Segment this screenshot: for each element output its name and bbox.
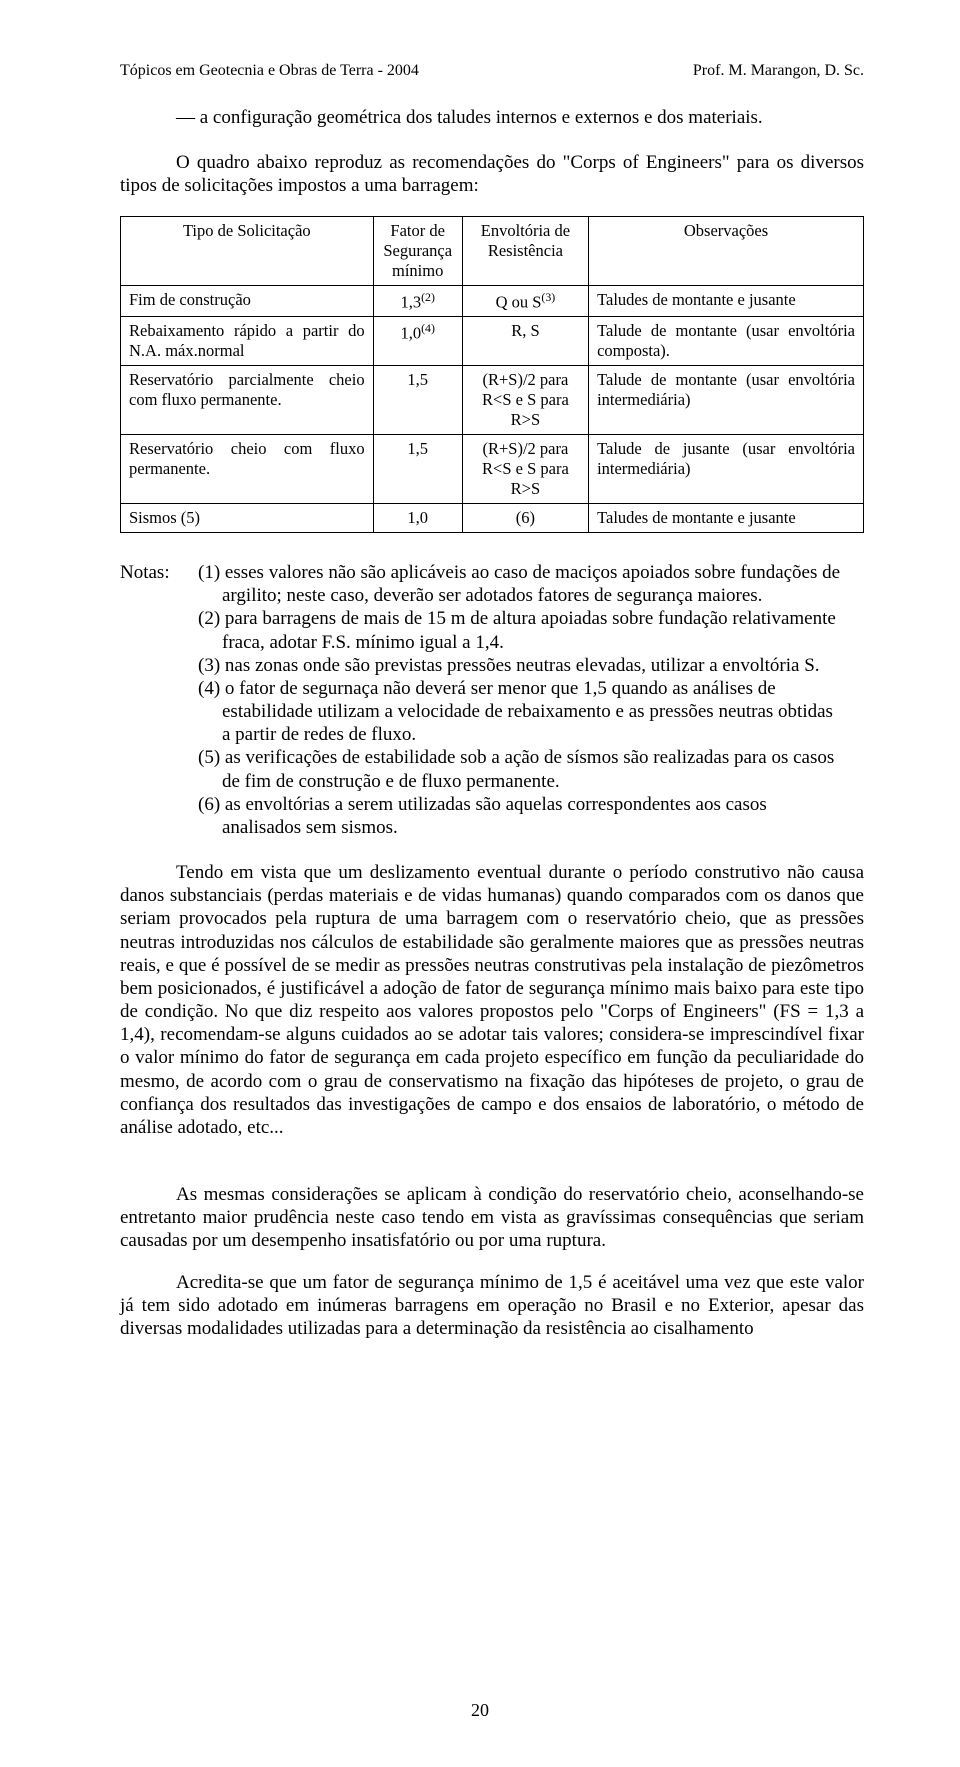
cell: Reservatório cheio com fluxo permanente. (121, 435, 374, 504)
column-header: Envoltória de Resistência (462, 216, 588, 285)
cell: 1,5 (373, 366, 462, 435)
preamble-paragraph: O quadro abaixo reproduz as recomendaçõe… (120, 151, 864, 197)
cell: Rebaixamento rápido a partir do N.A. máx… (121, 317, 374, 366)
cell: 1,0(4) (373, 317, 462, 366)
table-row: Sismos (5) 1,0 (6) Taludes de montante e… (121, 504, 864, 533)
value: Q ou S (496, 292, 542, 311)
cell: 1,0 (373, 504, 462, 533)
body-paragraph: Tendo em vista que um deslizamento event… (120, 861, 864, 1139)
page-number: 20 (0, 1700, 960, 1721)
superscript: (4) (421, 321, 435, 335)
header-left: Tópicos em Geotecnia e Obras de Terra - … (120, 62, 419, 80)
note-line: (4) o fator de segurnaça não deverá ser … (198, 677, 864, 700)
body-paragraph: Acredita-se que um fator de segurança mí… (120, 1271, 864, 1341)
cell: 1,5 (373, 435, 462, 504)
note-line: (3) nas zonas onde são previstas pressõe… (198, 654, 864, 677)
cell: (6) (462, 504, 588, 533)
table-header-row: Tipo de Solicitação Fator de Segurança m… (121, 216, 864, 285)
note-line: analisados sem sismos. (198, 816, 864, 839)
column-header: Fator de Segurança mínimo (373, 216, 462, 285)
cell: Talude de montante (usar envoltória inte… (589, 366, 864, 435)
notes-body: (1) esses valores não são aplicáveis ao … (198, 561, 864, 839)
cell: Talude de jusante (usar envoltória inter… (589, 435, 864, 504)
cell: (R+S)/2 para R<S e S para R>S (462, 366, 588, 435)
superscript: (3) (541, 290, 555, 304)
cell: R, S (462, 317, 588, 366)
cell: Sismos (5) (121, 504, 374, 533)
recommendations-table: Tipo de Solicitação Fator de Segurança m… (120, 216, 864, 534)
cell: Taludes de montante e jusante (589, 285, 864, 317)
note-line: a partir de redes de fluxo. (198, 723, 864, 746)
body-paragraph: As mesmas considerações se aplicam à con… (120, 1183, 864, 1253)
superscript: (2) (421, 290, 435, 304)
cell: Reservatório parcialmente cheio com flux… (121, 366, 374, 435)
intro-line: — a configuração geométrica dos taludes … (120, 106, 864, 129)
cell: 1,3(2) (373, 285, 462, 317)
note-line: (5) as verificações de estabilidade sob … (198, 746, 864, 769)
cell: (R+S)/2 para R<S e S para R>S (462, 435, 588, 504)
column-header: Tipo de Solicitação (121, 216, 374, 285)
note-line: argilito; neste caso, deverão ser adotad… (198, 584, 864, 607)
cell: Fim de construção (121, 285, 374, 317)
cell: Q ou S(3) (462, 285, 588, 317)
note-line: estabilidade utilizam a velocidade de re… (198, 700, 864, 723)
note-line: (6) as envoltórias a serem utilizadas sã… (198, 793, 864, 816)
table-row: Rebaixamento rápido a partir do N.A. máx… (121, 317, 864, 366)
notes-label: Notas: (120, 561, 198, 839)
note-line: (2) para barragens de mais de 15 m de al… (198, 607, 864, 630)
cell: Talude de montante (usar envoltória comp… (589, 317, 864, 366)
table-row: Fim de construção 1,3(2) Q ou S(3) Talud… (121, 285, 864, 317)
note-line: fraca, adotar F.S. mínimo igual a 1,4. (198, 631, 864, 654)
notes-block: Notas: (1) esses valores não são aplicáv… (120, 561, 864, 839)
header-right: Prof. M. Marangon, D. Sc. (693, 62, 864, 80)
running-header: Tópicos em Geotecnia e Obras de Terra - … (120, 62, 864, 80)
column-header: Observações (589, 216, 864, 285)
note-line: (1) esses valores não são aplicáveis ao … (198, 561, 864, 584)
table-row: Reservatório cheio com fluxo permanente.… (121, 435, 864, 504)
table-row: Reservatório parcialmente cheio com flux… (121, 366, 864, 435)
cell: Taludes de montante e jusante (589, 504, 864, 533)
value: 1,3 (400, 292, 421, 311)
note-line: de fim de construção e de fluxo permanen… (198, 770, 864, 793)
value: 1,0 (400, 324, 421, 343)
